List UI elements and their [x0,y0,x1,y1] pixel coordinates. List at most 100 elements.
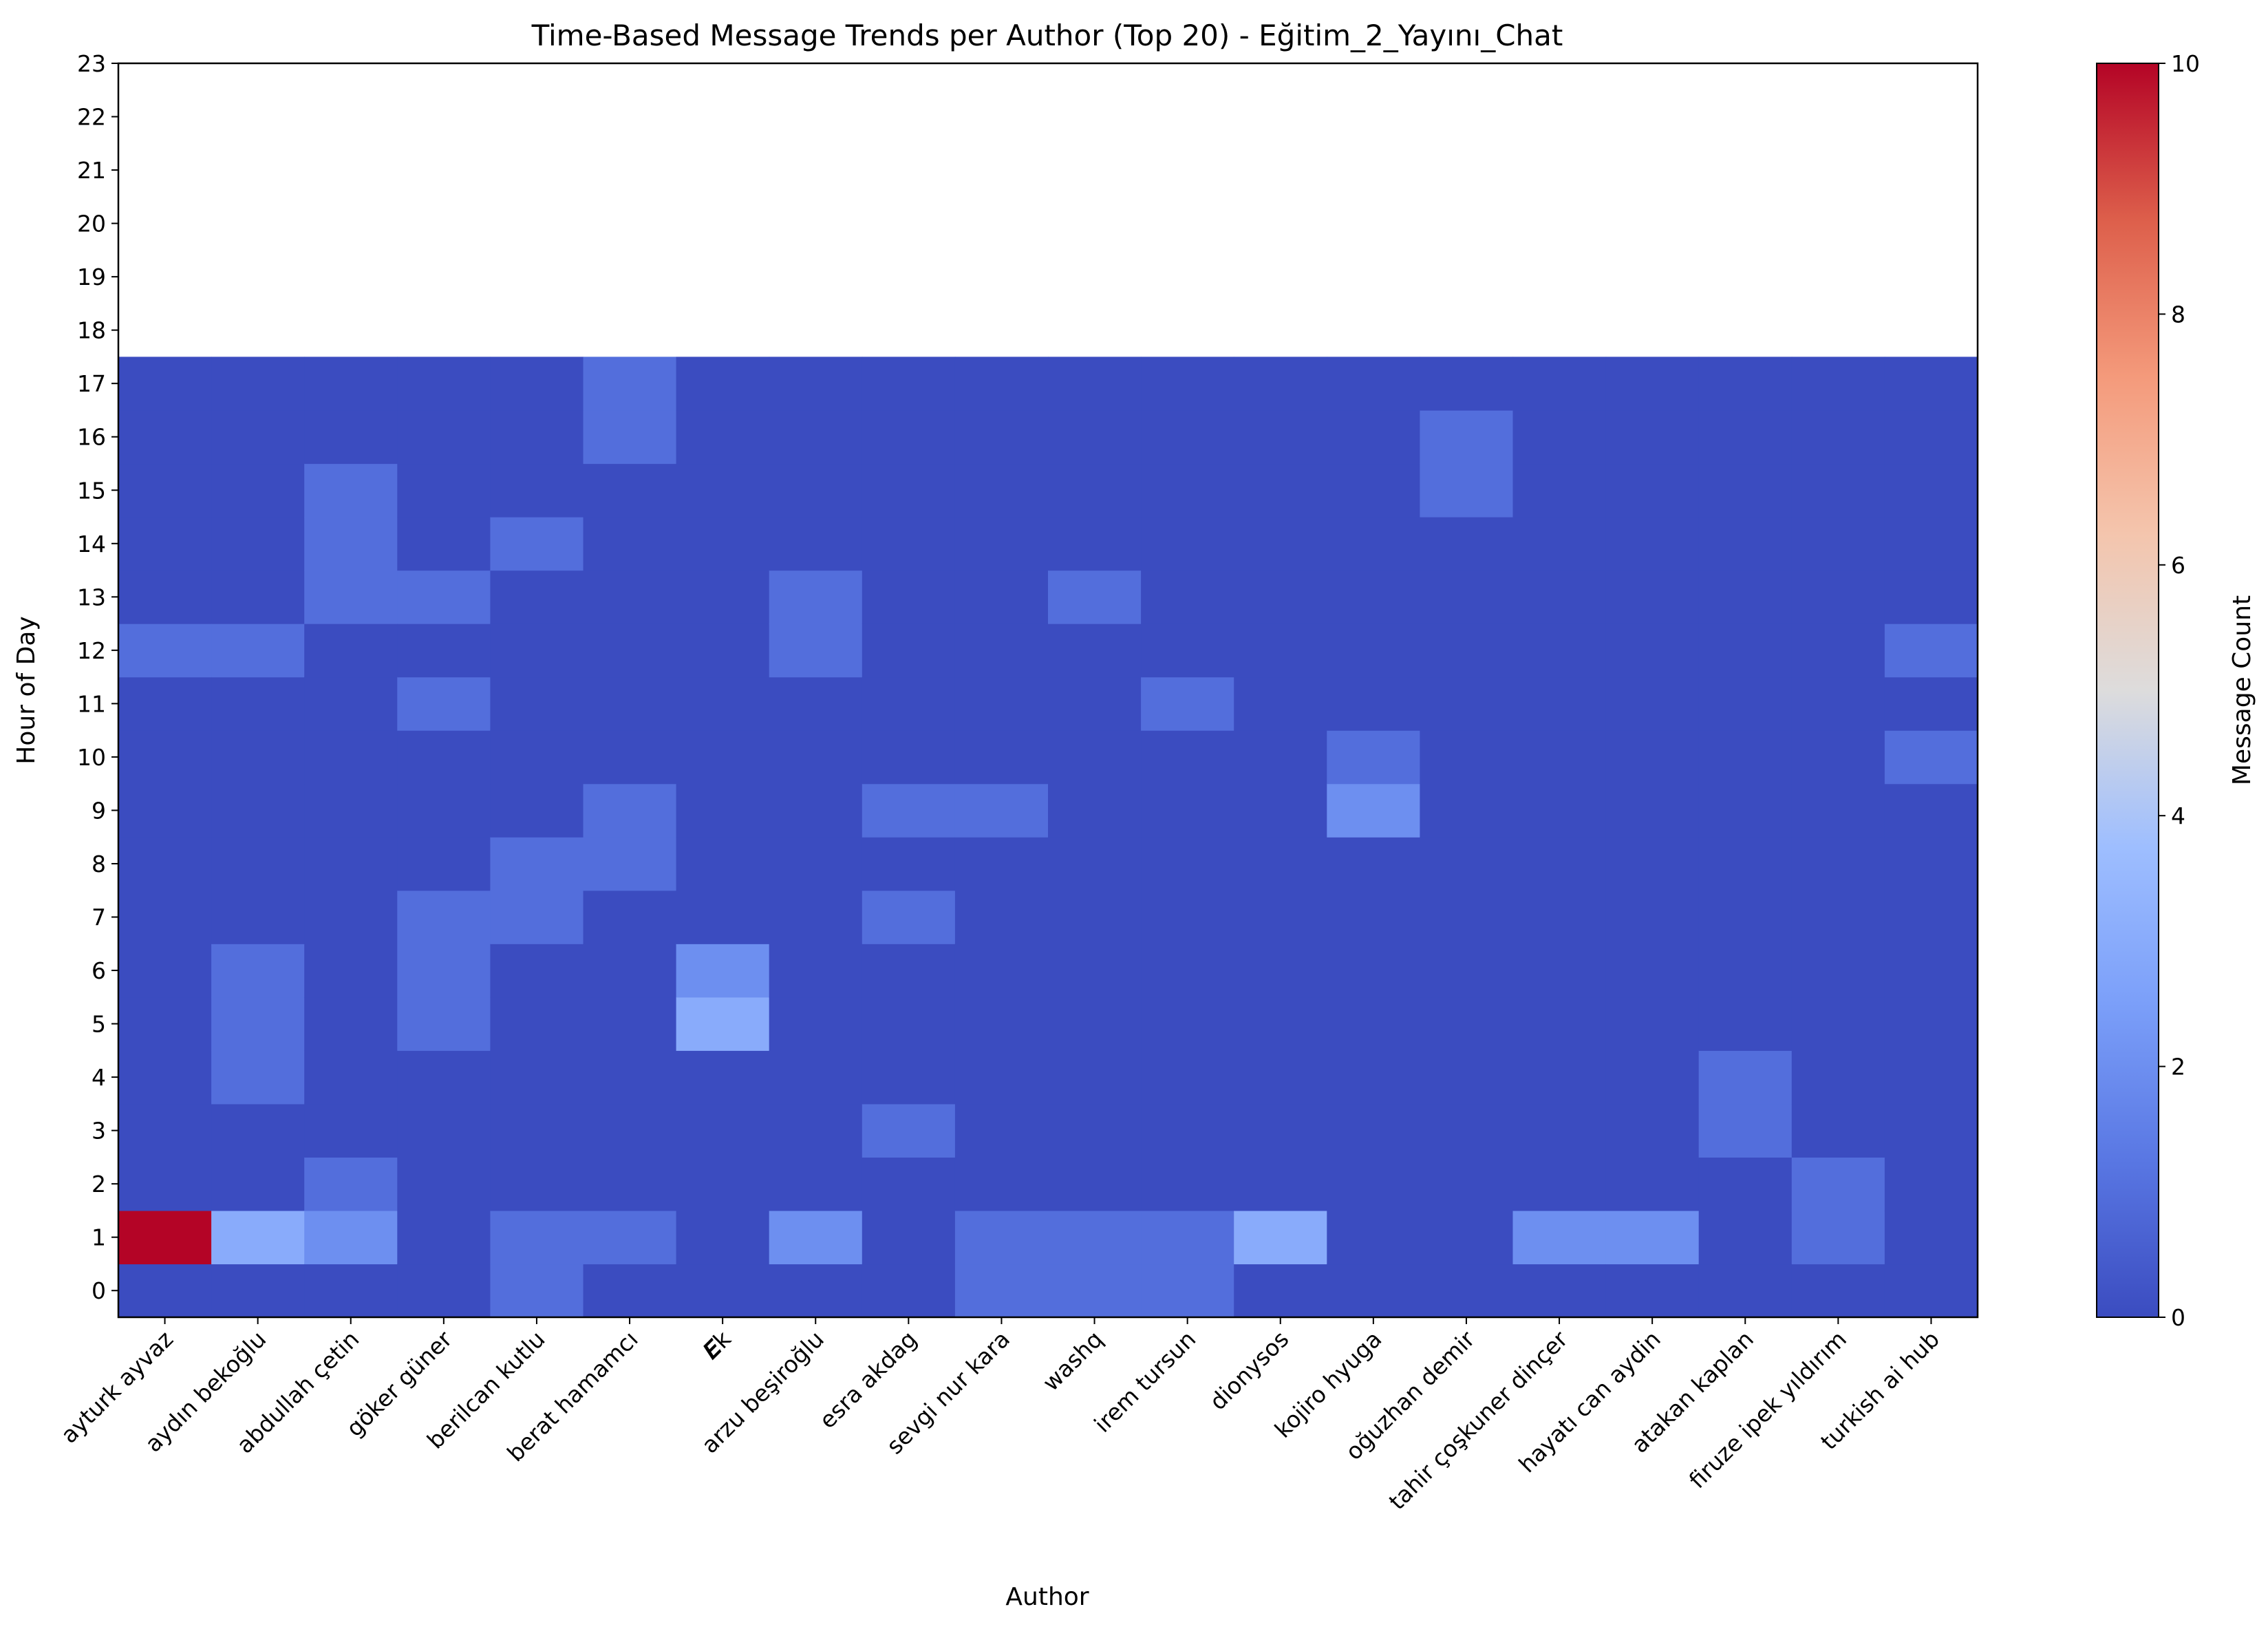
heatmap-cell [1141,837,1234,891]
heatmap-cell [676,463,770,518]
heatmap-cell [954,677,1049,731]
heatmap-cell [1698,463,1793,518]
heatmap-cell [676,837,770,891]
heatmap-cell [1884,1050,1978,1105]
heatmap-cell [118,463,212,518]
heatmap-cell [862,1264,956,1318]
heatmap-cell [954,1050,1049,1105]
heatmap-cell [211,1264,305,1318]
colorbar-tick-label: 10 [2171,50,2200,77]
heatmap-cell [490,837,584,891]
heatmap-cell [1420,1210,1514,1265]
heatmap-cell [1141,1264,1234,1318]
heatmap-cell [1791,677,1885,731]
heatmap-cell [676,997,770,1051]
heatmap-cell [1698,624,1793,678]
heatmap-cell [118,997,212,1051]
heatmap-cell [769,837,863,891]
heatmap-cell [1420,837,1514,891]
heatmap-cell [862,890,956,944]
heatmap-cell [769,1264,863,1318]
heatmap-cell [676,517,770,571]
heatmap-cell [1791,783,1885,838]
y-tick-label: 18 [77,317,106,344]
y-tick-label: 11 [77,690,106,717]
heatmap-cell [769,677,863,731]
heatmap-cell [1698,517,1793,571]
heatmap-cell [118,570,212,624]
heatmap-cell [1141,677,1234,731]
heatmap-cell [1048,677,1142,731]
heatmap-cell [1791,837,1885,891]
heatmap-cell [397,1264,491,1318]
heatmap-cell [1512,517,1607,571]
heatmap-cell [1512,1264,1607,1318]
heatmap-cell [954,1103,1049,1158]
heatmap-cell [211,997,305,1051]
heatmap-cell [490,463,584,518]
heatmap-cell [118,409,212,465]
y-tick-label: 16 [77,424,106,451]
heatmap-cell [769,890,863,944]
heatmap-cell [676,677,770,731]
heatmap-cell [304,730,398,785]
heatmap-cell [769,730,863,785]
heatmap-cell [1327,783,1420,838]
heatmap-cell [1512,1050,1607,1105]
heatmap-cell [304,570,398,624]
heatmap-cell [769,944,863,998]
heatmap-cell [1048,624,1142,678]
heatmap-cell [1791,570,1885,624]
heatmap-cell [211,1103,305,1158]
heatmap-cell [1791,1210,1885,1265]
heatmap-cell [118,1264,212,1318]
heatmap-cell [490,1050,584,1105]
heatmap-cell [118,837,212,891]
heatmap-cell [583,1157,677,1211]
heatmap-cell [769,517,863,571]
y-tick-label: 0 [92,1277,106,1304]
heatmap-cell [1048,944,1142,998]
heatmap-cell [118,356,212,411]
heatmap-cell [1327,409,1420,465]
y-tick-label: 17 [77,370,106,397]
heatmap-cell [1512,1210,1607,1265]
heatmap-cell [1512,570,1607,624]
heatmap-cell [1605,783,1700,838]
heatmap-cell [583,463,677,518]
heatmap-cell [397,730,491,785]
heatmap-cell [211,783,305,838]
heatmap-cell [583,890,677,944]
colorbar-label: Message Count [2228,595,2256,785]
heatmap-cell [1512,409,1607,465]
heatmap-cell [1141,1210,1234,1265]
heatmap-cell [769,997,863,1051]
heatmap-cell [1884,1103,1978,1158]
heatmap-cell [1420,409,1514,465]
heatmap-cell [676,1103,770,1158]
heatmap-cell [1048,517,1142,571]
heatmap-cell [1234,944,1327,998]
heatmap-cell [954,1157,1049,1211]
heatmap-cell [954,997,1049,1051]
heatmap-cell [1884,783,1978,838]
heatmap-cell [397,409,491,465]
heatmap-cell [1512,356,1607,411]
heatmap-cell [1141,1103,1234,1158]
heatmap-cell [1791,624,1885,678]
heatmap-cell [1884,409,1978,465]
heatmap-cell [1698,356,1793,411]
heatmap-cell [118,517,212,571]
heatmap-cell [304,624,398,678]
heatmap-cell [583,517,677,571]
heatmap-cell [1698,837,1793,891]
colorbar-ticks: 0 2 4 6 8 10 [2159,50,2200,1331]
heatmap-cell [1420,944,1514,998]
colorbar [2096,63,2159,1318]
heatmap-cell [397,356,491,411]
heatmap-cell [490,944,584,998]
y-tick-label: 10 [77,744,106,771]
heatmap-cell [397,1157,491,1211]
